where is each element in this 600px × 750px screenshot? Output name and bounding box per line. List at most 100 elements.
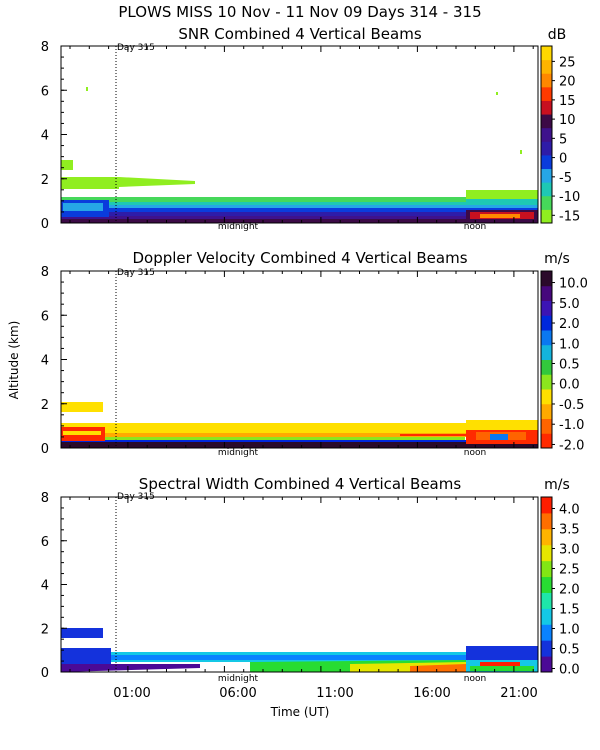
width-colorbar-frame [540, 496, 553, 673]
doppler-colorbar: -2.0 -1.0 -0.5 0.0 0.5 1.0 2.0 5.0 10.0 [540, 270, 588, 453]
x-tick-label: 16:00 [413, 686, 450, 701]
snr-colorbar-segment [541, 168, 552, 183]
width-colorbar-segment [541, 640, 552, 657]
width-layer-orange-wedge [410, 664, 466, 672]
snr-layer-teal [61, 202, 538, 206]
doppler-colorbar-label: 2.0 [559, 317, 580, 332]
doppler-colorbar-segment [541, 403, 552, 419]
snr-colorbar-label: -5 [559, 171, 572, 186]
width-axis: 0 2 4 6 8 [41, 491, 534, 681]
snr-noon-label: noon [464, 222, 486, 232]
snr-colorbar-segment [541, 154, 552, 170]
width-right-blue-block [466, 646, 538, 660]
doppler-colorbar-segment [541, 315, 552, 331]
snr-heatmap [61, 87, 538, 223]
snr-left-cyan-block [63, 203, 103, 211]
width-left-blue-block [61, 648, 111, 664]
width-colorbar-label: 0.5 [559, 643, 580, 658]
snr-colorbar-label: -15 [559, 209, 580, 224]
doppler-colorbar-segment [541, 359, 552, 375]
x-tick-label: 01:00 [113, 686, 150, 701]
doppler-title: Doppler Velocity Combined 4 Vertical Bea… [132, 249, 467, 267]
snr-colorbar-segment [541, 182, 552, 197]
snr-colorbar-segment [541, 46, 552, 61]
snr-colorbar-label: 25 [559, 55, 576, 70]
snr-colorbar-segment [541, 195, 552, 210]
doppler-colorbar-segment [541, 344, 552, 360]
doppler-colorbar-segment [541, 271, 552, 287]
doppler-ytick-label: 0 [41, 442, 49, 457]
doppler-colorbar-segment [541, 433, 552, 449]
snr-right-orange-block [480, 214, 520, 218]
doppler-colorbar-label: -1.0 [559, 418, 584, 433]
snr-colorbar-label: 15 [559, 94, 576, 109]
doppler-colorbar-label: -0.5 [559, 398, 584, 413]
snr-axis: 0 2 4 6 8 [41, 40, 534, 232]
doppler-layer-yellow-high [61, 402, 103, 412]
x-tick-label: 11:00 [316, 686, 353, 701]
doppler-right-yellow-block [466, 420, 538, 430]
doppler-ytick-label: 8 [41, 265, 49, 280]
doppler-colorbar-unit: m/s [544, 251, 570, 267]
width-colorbar-segment [541, 544, 552, 562]
snr-scatter-green-left [61, 160, 73, 170]
width-panel: Spectral Width Combined 4 Vertical Beams… [41, 475, 580, 701]
width-right-red-block [480, 662, 520, 668]
doppler-heatmap [61, 402, 538, 448]
width-colorbar-segment [541, 576, 552, 593]
snr-ytick-label: 6 [41, 84, 49, 99]
width-layer-blue-high [61, 628, 103, 638]
width-day-label: Day 315 [117, 492, 155, 502]
width-colorbar-segment [541, 560, 552, 578]
snr-colorbar-label: 20 [559, 75, 576, 90]
width-layer-skyblue [61, 655, 466, 660]
snr-layer-blue [61, 208, 538, 212]
doppler-layer-blue [61, 440, 538, 442]
doppler-layer-green [105, 437, 465, 440]
snr-title: SNR Combined 4 Vertical Beams [178, 25, 421, 43]
doppler-colorbar-segment [541, 300, 552, 316]
doppler-colorbar-label: 0.5 [559, 358, 580, 373]
snr-colorbar-label: 10 [559, 113, 576, 128]
snr-layer-dark [61, 219, 538, 223]
snr-panel: SNR Combined 4 Vertical Beams Day 31 [41, 25, 581, 232]
x-tick-label: 06:00 [219, 686, 256, 701]
doppler-colorbar-segment [541, 389, 552, 405]
width-colorbar-label: 0.0 [559, 663, 580, 678]
doppler-colorbar-label: -2.0 [559, 438, 584, 453]
x-tick-labels: 01:00 06:00 11:00 16:00 21:00 [113, 686, 537, 701]
width-plot-frame [60, 496, 539, 673]
doppler-day-label: Day 315 [117, 268, 155, 278]
width-colorbar-segment [541, 528, 552, 546]
snr-midnight-label: midnight [218, 222, 259, 232]
doppler-panel: Doppler Velocity Combined 4 Vertical Bea… [41, 249, 588, 458]
snr-colorbar-segment [541, 59, 552, 74]
snr-layer-indigo [61, 212, 538, 216]
doppler-left-yellow-block [63, 431, 101, 435]
snr-layer-green-low [61, 197, 538, 203]
snr-colorbar-segment [541, 127, 552, 142]
width-colorbar-segment [541, 512, 552, 530]
doppler-layer-dark [61, 442, 538, 448]
doppler-noon-label: noon [464, 448, 486, 458]
width-colorbar-segment [541, 624, 552, 641]
snr-ytick-label: 2 [41, 173, 49, 188]
snr-right-green-block [466, 190, 538, 200]
page-title: PLOWS MISS 10 Nov - 11 Nov 09 Days 314 -… [118, 3, 481, 21]
doppler-axis: 0 2 4 6 8 [41, 265, 534, 457]
width-midnight-label: midnight [218, 674, 259, 684]
width-colorbar-segment [541, 656, 552, 673]
snr-colorbar-segment [541, 209, 552, 224]
snr-layer-violet [61, 216, 538, 219]
doppler-ytick-label: 4 [41, 354, 49, 369]
snr-layer-green-high [61, 177, 119, 189]
doppler-midnight-label: midnight [218, 448, 259, 458]
snr-colorbar-label: -10 [559, 190, 580, 205]
snr-colorbar-segment [541, 73, 552, 88]
width-right-green-block [470, 666, 534, 671]
doppler-right-blue-block [490, 434, 508, 440]
width-title: Spectral Width Combined 4 Vertical Beams [139, 475, 462, 493]
doppler-red-streak [400, 434, 466, 436]
width-colorbar-segment [541, 497, 552, 514]
